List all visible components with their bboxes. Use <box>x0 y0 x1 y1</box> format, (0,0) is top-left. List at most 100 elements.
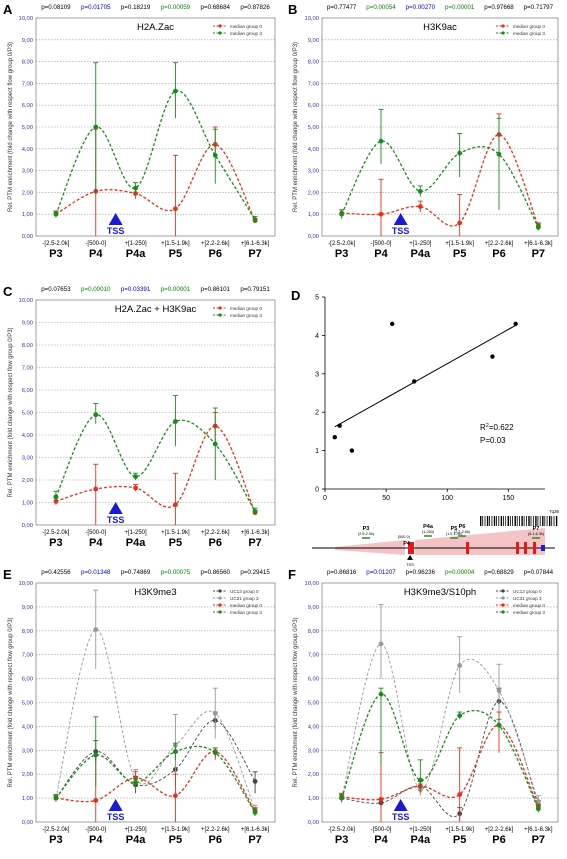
x-tick-label: 100 <box>441 495 453 502</box>
exon <box>533 542 536 554</box>
p-value-label: p=0.71797 <box>524 4 554 11</box>
y-tick-label: 1,00 <box>22 501 33 507</box>
legend-marker <box>218 603 222 607</box>
data-point <box>93 486 99 492</box>
chromosome-band <box>535 516 537 526</box>
x-range-label: +[1.5-1.9k] <box>161 827 190 833</box>
p-value-label: p=0.03391 <box>121 286 151 293</box>
chromosome-band <box>498 516 500 526</box>
y-tick-label: 10,00 <box>18 581 33 587</box>
chromosome-band <box>514 516 516 526</box>
x-category-label: P4 <box>374 248 388 260</box>
x-range-label: -[2.5-2.0k] <box>328 827 355 833</box>
x-range-label: +[2.2-2.6k] <box>485 241 514 247</box>
p-value-label: p=0.77477 <box>327 4 357 11</box>
x-range-label: -[500-0] <box>85 241 106 247</box>
legend-label: median group 3 <box>230 31 262 36</box>
y-tick-label: 3,00 <box>22 169 33 175</box>
y-tick-label: 5,00 <box>308 125 319 131</box>
data-point <box>417 188 423 194</box>
y-tick-label: 5,00 <box>22 411 33 417</box>
data-point <box>252 810 258 815</box>
panel-title: H2A.Zac <box>137 22 174 33</box>
tss-arrow <box>108 213 123 225</box>
y-tick-label: 6,00 <box>308 677 319 683</box>
y-tick-label: 10,00 <box>18 16 33 22</box>
tss-label: TSS <box>392 226 410 236</box>
x-range-label: -[500-0] <box>371 241 392 247</box>
legend-marker <box>218 589 222 593</box>
p-value-label: p=0.96236 <box>406 569 436 576</box>
legend-label: median group 0 <box>230 24 262 29</box>
y-tick-label: 7,00 <box>22 81 33 87</box>
x-category-label: P4 <box>374 834 388 846</box>
x-category-label: P6 <box>209 834 222 846</box>
chromosome-band <box>542 516 544 526</box>
y-tick-label: 3,00 <box>308 748 319 754</box>
x-category-label: P7 <box>532 834 545 846</box>
data-point <box>535 799 541 805</box>
primer-name: P4a <box>423 524 434 530</box>
p-value-label: p=0.01348 <box>81 569 111 576</box>
chromosome-band <box>530 516 532 526</box>
data-point <box>93 627 99 633</box>
y-tick-label: 9,00 <box>22 321 33 327</box>
data-point <box>496 151 502 157</box>
y-tick-label: 8,00 <box>22 60 33 66</box>
tss-arrow <box>393 213 408 225</box>
x-category-label: P6 <box>209 537 222 549</box>
tss-label: TSS <box>107 812 125 822</box>
data-point <box>417 204 423 209</box>
p-value-label: p=0.00270 <box>406 4 436 11</box>
y-tick-label: 6,00 <box>22 388 33 394</box>
y-tick-label: 8,00 <box>308 60 319 66</box>
x-category-label: P7 <box>532 248 545 260</box>
y-tick-label: 3,00 <box>22 456 33 462</box>
y-tick-label: 1 <box>315 448 319 455</box>
data-point <box>173 502 178 508</box>
x-range-label: +[2.2-2.6k] <box>201 530 230 536</box>
y-tick-label: 2,00 <box>22 772 33 778</box>
data-point <box>378 641 384 647</box>
x-range-label: +[2.2-2.6k] <box>201 241 230 247</box>
chromosome-band <box>509 516 511 526</box>
p-value-label: p=0.00004 <box>445 569 475 576</box>
chromosome-tag: 7q36 <box>549 509 560 514</box>
chromosome-band <box>503 516 504 526</box>
chromosome-band <box>512 516 513 526</box>
chromosome-band <box>553 516 555 526</box>
tss-label: TSS <box>107 226 125 236</box>
data-point <box>93 124 99 130</box>
data-point <box>212 710 218 716</box>
p-value-label: p=0.68684 <box>201 4 231 11</box>
series-line <box>55 414 256 512</box>
p-value-label: p=0.97668 <box>484 4 514 11</box>
chromosome-band <box>544 516 546 526</box>
y-tick-label: 2,00 <box>22 190 33 196</box>
p-value-label: p=0.29415 <box>240 569 270 576</box>
series-line <box>55 745 256 813</box>
plot-frame <box>35 17 276 237</box>
y-tick-label: 4,00 <box>308 724 319 730</box>
chromosome-band <box>526 516 527 526</box>
legend-marker <box>218 313 222 317</box>
scatter-point <box>513 321 518 327</box>
tss-arrow <box>108 799 123 811</box>
x-category-label: P7 <box>248 834 261 846</box>
x-category-label: P3 <box>335 248 348 260</box>
y-tick-label: 7,00 <box>22 653 33 659</box>
series-line <box>55 143 256 222</box>
legend-label: median group 3 <box>230 313 262 318</box>
panel-title: H3K9me3 <box>134 587 176 598</box>
y-tick-label: 4 <box>315 333 319 340</box>
data-point <box>133 474 138 480</box>
chromosome-band <box>537 516 539 526</box>
y-tick-label: 3 <box>315 371 319 378</box>
data-point <box>173 206 178 212</box>
data-point <box>93 752 99 758</box>
primer-name: P3 <box>363 526 370 532</box>
primer-range: (1-250) <box>422 530 435 534</box>
p-value-label: p=0.18219 <box>121 4 151 11</box>
panel-title: H3K9me3/S10ph <box>404 587 476 598</box>
